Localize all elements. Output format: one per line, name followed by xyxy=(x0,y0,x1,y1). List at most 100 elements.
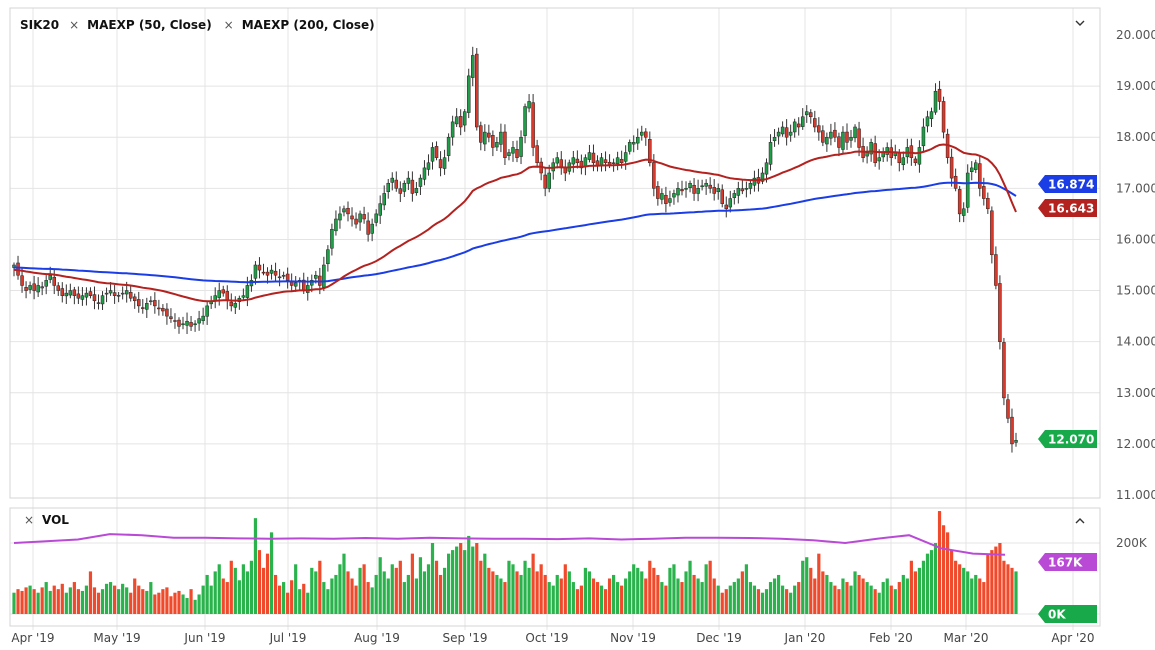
volume-bar xyxy=(917,567,922,614)
candle xyxy=(788,131,793,136)
volume-bar xyxy=(72,582,76,614)
volume-bar xyxy=(913,571,917,614)
candle xyxy=(796,123,801,128)
price-tick-label: 15.000 xyxy=(1116,284,1155,298)
candle xyxy=(937,88,942,102)
candle xyxy=(221,289,226,294)
candle xyxy=(1014,440,1018,443)
candle xyxy=(293,282,298,287)
volume-bar xyxy=(225,582,229,614)
volume-bar xyxy=(326,589,330,614)
volume-bar xyxy=(563,564,567,614)
volume-bar xyxy=(165,587,169,614)
candle xyxy=(640,131,644,136)
candle xyxy=(897,152,902,164)
candle xyxy=(92,294,97,302)
volume-bar xyxy=(20,590,24,614)
collapse-chevron-down-icon[interactable] xyxy=(1075,20,1085,26)
candle xyxy=(273,270,278,276)
volume-bar xyxy=(656,574,660,614)
volume-bar xyxy=(84,585,89,614)
volume-bar xyxy=(422,571,427,614)
volume-bar xyxy=(929,550,934,614)
candle xyxy=(161,308,165,312)
candle xyxy=(571,157,576,165)
volume-bar xyxy=(793,585,797,614)
volume-bar xyxy=(475,543,479,614)
candle xyxy=(426,162,431,170)
volume-bar xyxy=(410,553,414,614)
candle xyxy=(132,296,137,302)
candle xyxy=(338,213,342,221)
candle xyxy=(289,281,294,286)
volume-bar xyxy=(451,550,455,614)
volume-bar xyxy=(527,567,531,614)
volume-bar xyxy=(386,578,390,614)
collapse-chevron-up-icon[interactable] xyxy=(1075,518,1085,524)
candle xyxy=(837,136,841,148)
volume-bar xyxy=(837,589,841,614)
volume-bar xyxy=(813,578,817,614)
volume-bar xyxy=(861,578,865,614)
candle xyxy=(128,291,133,299)
candle xyxy=(1010,416,1014,445)
candle xyxy=(555,157,560,164)
ma200-value-tag: 16.874 xyxy=(1048,178,1094,192)
volume-bar xyxy=(447,553,451,614)
remove-volume-icon[interactable]: × xyxy=(24,513,34,527)
volume-bar xyxy=(322,582,326,614)
candle xyxy=(853,126,857,139)
volume-bar xyxy=(137,585,141,614)
price-tick-label: 16.000 xyxy=(1116,232,1155,246)
candle xyxy=(644,131,648,138)
candle xyxy=(96,302,101,304)
volume-bar xyxy=(974,574,978,614)
candle xyxy=(36,285,40,293)
volume-bar xyxy=(269,532,274,614)
volume-bar xyxy=(559,578,563,614)
candle xyxy=(780,126,785,135)
price-tick-label: 11.000 xyxy=(1116,488,1155,502)
candle xyxy=(466,75,471,113)
candle xyxy=(483,131,487,145)
candle xyxy=(724,204,729,210)
volume-bar xyxy=(36,592,40,614)
candle xyxy=(800,116,805,127)
candle xyxy=(124,290,129,295)
volume-bar xyxy=(334,574,338,614)
candle xyxy=(849,136,853,141)
volume-bar xyxy=(801,560,805,614)
volume-bar xyxy=(113,585,117,614)
volume-bar xyxy=(100,589,105,614)
candle xyxy=(764,162,769,175)
candle xyxy=(245,285,250,298)
candle xyxy=(253,264,258,279)
volume-bar xyxy=(418,557,423,614)
candle xyxy=(672,193,676,198)
remove-study-ma50-icon[interactable]: × xyxy=(69,18,79,32)
volume-bar xyxy=(310,567,314,614)
candle xyxy=(901,157,906,165)
volume-bar xyxy=(237,580,241,614)
price-tick-label: 20.000 xyxy=(1116,28,1155,42)
candle xyxy=(949,156,954,179)
candle xyxy=(700,185,704,188)
study-ma200-label[interactable]: MAEXP (200, Close) xyxy=(242,18,375,32)
candle xyxy=(865,152,869,157)
candle xyxy=(458,116,463,128)
candle xyxy=(40,286,44,289)
volume-bar xyxy=(40,587,44,614)
volume-bar xyxy=(567,571,571,614)
volume-bar xyxy=(507,560,511,614)
study-ma50-label[interactable]: MAEXP (50, Close) xyxy=(87,18,212,32)
volume-bar xyxy=(108,582,113,614)
volume-bar xyxy=(28,585,32,614)
remove-study-ma200-icon[interactable]: × xyxy=(224,18,234,32)
volume-bar xyxy=(511,564,515,614)
volume-bar xyxy=(213,571,217,614)
volume-bar xyxy=(390,564,394,614)
candle xyxy=(1002,342,1006,399)
volume-bar xyxy=(748,582,753,614)
volume-bar xyxy=(487,567,491,614)
